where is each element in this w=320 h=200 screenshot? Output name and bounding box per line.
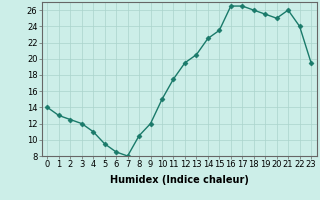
X-axis label: Humidex (Indice chaleur): Humidex (Indice chaleur) bbox=[110, 175, 249, 185]
